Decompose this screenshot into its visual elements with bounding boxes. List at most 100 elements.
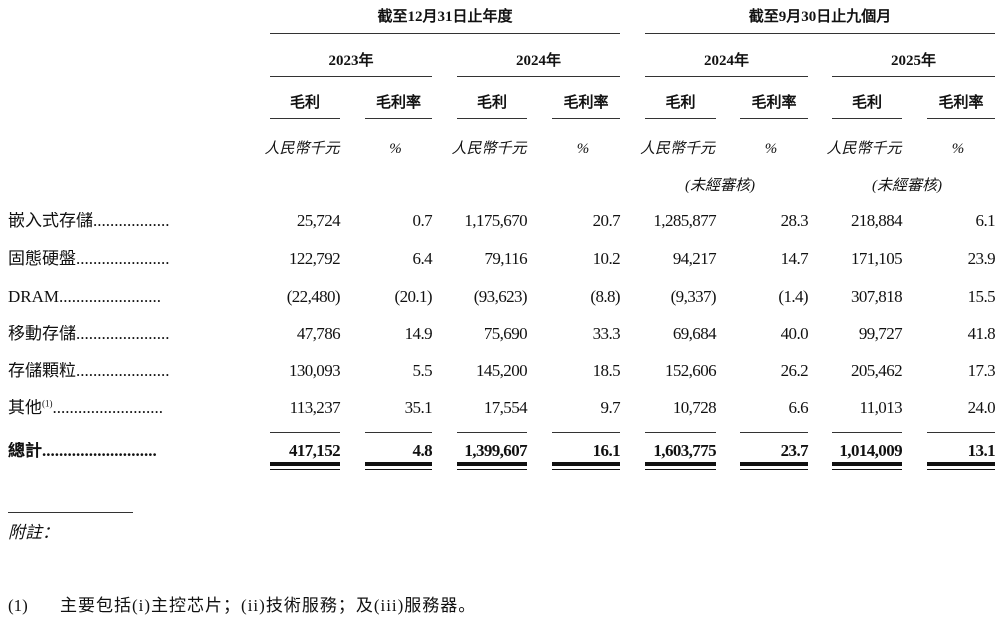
row-label: 移動存儲...................... (8, 325, 253, 342)
table-cell: 17,554 (483, 398, 528, 417)
table-cell: 69,684 (672, 324, 717, 343)
table-cell: 10,728 (672, 398, 717, 417)
row-label-text: 總計 (8, 442, 42, 459)
table-cell: 14.7 (780, 249, 809, 268)
subtotal-rule (645, 432, 716, 433)
table-cell: 94,217 (672, 249, 717, 268)
unit-label: 人民幣千元 (264, 141, 340, 157)
table-cell: (20.1) (394, 287, 433, 306)
table-cell: 99,727 (858, 324, 903, 343)
divider (365, 118, 432, 119)
total-double-rule (832, 462, 902, 470)
table-cell: 1,014,009 (839, 441, 902, 460)
table-cell: 113,237 (289, 398, 341, 417)
table-cell: 130,093 (288, 361, 341, 380)
subtotal-rule (740, 432, 808, 433)
table-cell: 5.5 (412, 361, 433, 380)
table-cell: 15.5 (967, 287, 996, 306)
table-cell: 152,606 (664, 361, 717, 380)
table-cell: 218,884 (850, 211, 903, 230)
table-cell: 23.7 (780, 441, 809, 460)
divider (270, 76, 432, 77)
row-label: DRAM........................ (8, 288, 253, 305)
table-cell: 1,399,607 (464, 441, 527, 460)
note-marker: (1) (8, 596, 28, 615)
table-cell: 13.1 (967, 441, 996, 460)
leader-dots: ........................ (59, 288, 162, 305)
table-cell: (93,623) (473, 287, 528, 306)
group-title-fy: 截至12月31日止年度 (377, 9, 513, 25)
table-cell: 47,786 (296, 324, 341, 343)
row-label: 其他(1).......................... (8, 399, 253, 416)
total-double-rule (740, 462, 808, 470)
subtotal-rule (270, 432, 340, 433)
subtotal-rule (365, 432, 432, 433)
total-double-rule (270, 462, 340, 470)
column-title: 毛利率 (938, 95, 984, 111)
row-label-text: 其他 (8, 399, 42, 416)
column-title: 毛利率 (751, 95, 797, 111)
table-cell: 79,116 (484, 249, 527, 268)
table-cell: (1.4) (778, 287, 808, 306)
table-cell: 1,285,877 (653, 211, 716, 230)
divider (645, 118, 716, 119)
table-cell: 205,462 (850, 361, 903, 380)
unit-label: 人民幣千元 (451, 141, 527, 157)
total-double-rule (645, 462, 716, 470)
divider (740, 118, 808, 119)
table-cell: 6.6 (788, 398, 809, 417)
row-label: 固態硬盤...................... (8, 250, 253, 267)
total-double-rule (927, 462, 995, 470)
leader-dots: .................. (93, 212, 170, 229)
table-cell: (9,337) (670, 287, 717, 306)
row-label-text: 存儲顆粒 (8, 362, 76, 379)
year-header: 2024年 (703, 53, 749, 69)
table-cell: 20.7 (592, 211, 621, 230)
row-label: 總計........................... (8, 442, 253, 459)
table-cell: 24.0 (967, 398, 996, 417)
leader-dots: ...................... (76, 325, 170, 342)
footnote-divider (8, 512, 133, 513)
unit-label: % (951, 141, 965, 157)
table-cell: 23.9 (967, 249, 996, 268)
total-double-rule (365, 462, 432, 470)
row-label-text: 移動存儲 (8, 325, 76, 342)
leader-dots: .......................... (52, 399, 164, 416)
table-cell: 4.8 (412, 441, 433, 460)
divider (457, 118, 527, 119)
table-cell: 0.7 (412, 211, 433, 230)
year-header: 2025年 (890, 53, 936, 69)
column-title: 毛利 (665, 95, 696, 111)
divider (927, 118, 995, 119)
table-cell: (8.8) (590, 287, 620, 306)
column-title: 毛利 (289, 95, 320, 111)
table-cell: 6.4 (412, 249, 433, 268)
divider (270, 118, 340, 119)
table-cell: 41.8 (967, 324, 996, 343)
table-cell: 16.1 (592, 441, 621, 460)
table-cell: 307,818 (850, 287, 903, 306)
footnote-ref: (1) (42, 399, 53, 409)
divider (552, 118, 620, 119)
year-header: 2023年 (328, 53, 374, 69)
divider (645, 33, 995, 34)
table-cell: 1,603,775 (653, 441, 716, 460)
divider (832, 76, 995, 77)
row-label-text: 嵌入式存儲 (8, 212, 93, 229)
unit-label: 人民幣千元 (826, 141, 902, 157)
row-label: 存儲顆粒...................... (8, 362, 253, 379)
table-cell: 171,105 (850, 249, 903, 268)
table-cell: 122,792 (288, 249, 341, 268)
table-cell: 17.3 (967, 361, 996, 380)
unaudited-label: (未經審核) (685, 178, 755, 194)
table-cell: 26.2 (780, 361, 809, 380)
unit-label: 人民幣千元 (639, 141, 715, 157)
column-title: 毛利 (476, 95, 507, 111)
subtotal-rule (832, 432, 902, 433)
divider (457, 76, 620, 77)
unit-label: % (576, 141, 590, 157)
subtotal-rule (927, 432, 995, 433)
table-cell: 1,175,670 (464, 211, 527, 230)
note-text: 主要包括(i)主控芯片；(ii)技術服務；及(iii)服務器。 (60, 596, 477, 615)
